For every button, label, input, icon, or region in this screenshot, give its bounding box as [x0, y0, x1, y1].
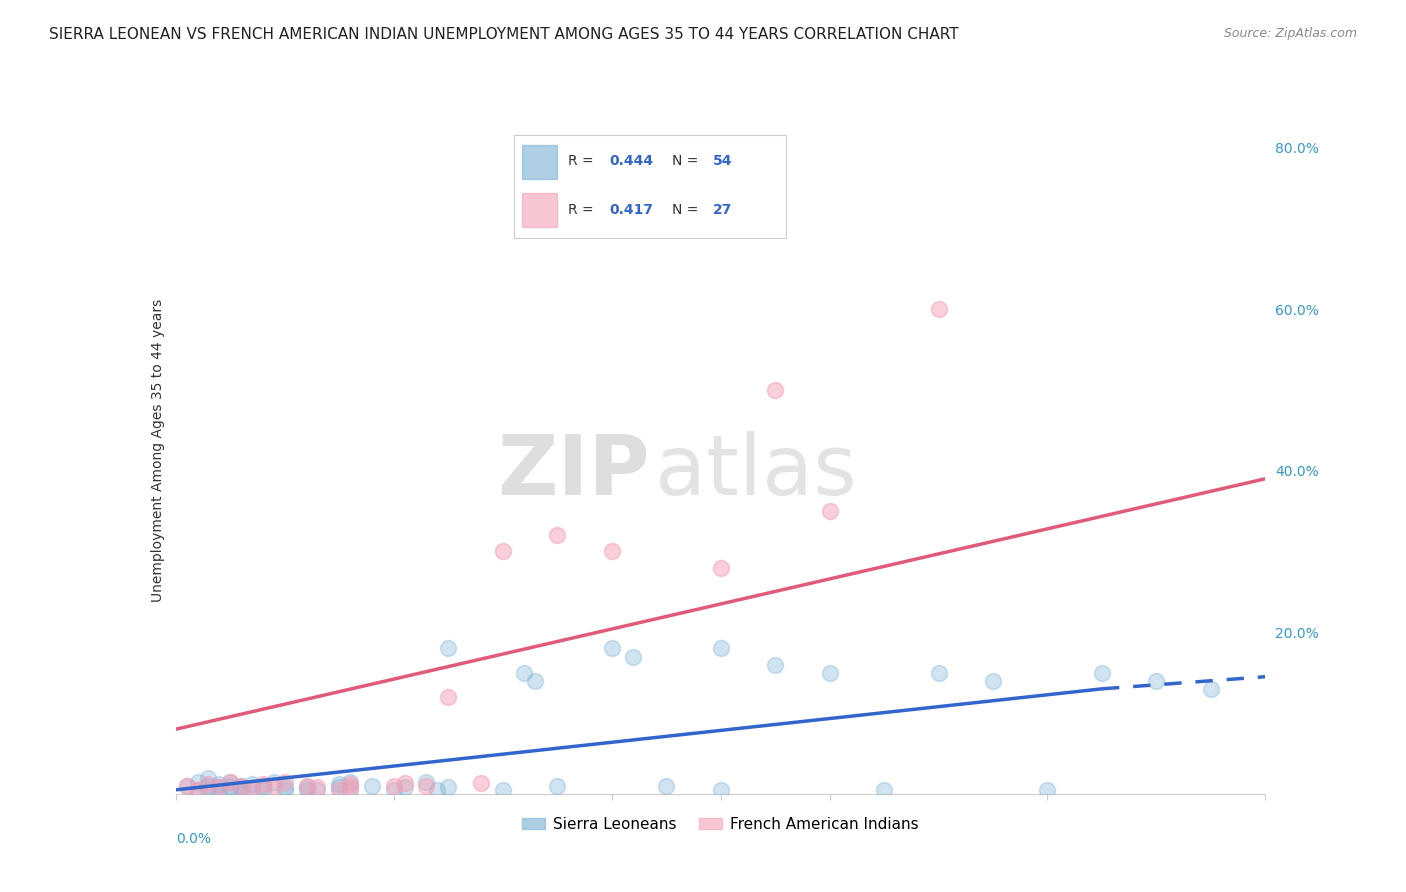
Point	[252, 777, 274, 791]
Point	[263, 774, 285, 789]
Point	[186, 782, 209, 797]
Point	[252, 779, 274, 793]
Point	[710, 560, 733, 574]
Point	[621, 649, 644, 664]
Point	[339, 782, 361, 797]
Point	[470, 775, 492, 789]
Text: atlas: atlas	[655, 431, 856, 512]
Point	[274, 774, 297, 789]
Point	[176, 779, 198, 793]
Point	[208, 780, 231, 795]
Point	[763, 657, 786, 672]
Point	[197, 779, 219, 793]
Point	[295, 782, 318, 797]
Point	[928, 301, 950, 316]
Point	[263, 779, 285, 793]
Point	[197, 771, 219, 785]
Point	[176, 779, 198, 793]
Point	[710, 641, 733, 656]
Text: ZIP: ZIP	[498, 431, 650, 512]
Point	[763, 383, 786, 397]
Point	[981, 673, 1004, 688]
Point	[655, 779, 678, 793]
Point	[928, 665, 950, 680]
Point	[513, 665, 536, 680]
Point	[339, 774, 361, 789]
Point	[219, 779, 242, 793]
Point	[360, 779, 382, 793]
Point	[295, 779, 318, 793]
Point	[208, 782, 231, 797]
Point	[240, 781, 263, 796]
Point	[1036, 782, 1059, 797]
Point	[1199, 681, 1222, 696]
Point	[231, 782, 253, 797]
Point	[186, 782, 209, 797]
Point	[710, 782, 733, 797]
Text: 0.0%: 0.0%	[176, 831, 211, 846]
Point	[240, 777, 263, 791]
Point	[186, 774, 209, 789]
Point	[240, 782, 263, 797]
Point	[394, 780, 416, 795]
Point	[219, 774, 242, 789]
Point	[394, 776, 416, 790]
Point	[818, 665, 841, 680]
Point	[492, 782, 515, 797]
Point	[231, 779, 253, 793]
Point	[426, 782, 449, 797]
Point	[295, 780, 318, 795]
Y-axis label: Unemployment Among Ages 35 to 44 years: Unemployment Among Ages 35 to 44 years	[150, 299, 165, 602]
Point	[307, 780, 329, 795]
Point	[328, 782, 350, 797]
Point	[1144, 673, 1167, 688]
Point	[437, 780, 460, 795]
Legend: Sierra Leoneans, French American Indians: Sierra Leoneans, French American Indians	[516, 811, 925, 838]
Point	[600, 544, 623, 558]
Point	[197, 782, 219, 797]
Point	[219, 782, 242, 797]
Text: SIERRA LEONEAN VS FRENCH AMERICAN INDIAN UNEMPLOYMENT AMONG AGES 35 TO 44 YEARS : SIERRA LEONEAN VS FRENCH AMERICAN INDIAN…	[49, 27, 959, 42]
Point	[197, 777, 219, 791]
Point	[600, 641, 623, 656]
Point	[231, 779, 253, 793]
Point	[415, 779, 437, 793]
Point	[274, 782, 297, 797]
Text: Source: ZipAtlas.com: Source: ZipAtlas.com	[1223, 27, 1357, 40]
Point	[873, 782, 896, 797]
Point	[437, 690, 460, 704]
Point	[274, 780, 297, 795]
Point	[339, 780, 361, 795]
Point	[546, 779, 568, 793]
Point	[382, 782, 405, 797]
Point	[328, 780, 350, 795]
Point	[328, 777, 350, 791]
Point	[339, 777, 361, 791]
Point	[492, 544, 515, 558]
Point	[219, 774, 242, 789]
Point	[415, 774, 437, 789]
Point	[307, 782, 329, 797]
Point	[208, 777, 231, 791]
Point	[524, 673, 547, 688]
Point	[546, 528, 568, 542]
Point	[208, 780, 231, 795]
Point	[1091, 665, 1114, 680]
Point	[252, 782, 274, 797]
Point	[437, 641, 460, 656]
Point	[818, 504, 841, 518]
Point	[231, 780, 253, 795]
Point	[382, 779, 405, 793]
